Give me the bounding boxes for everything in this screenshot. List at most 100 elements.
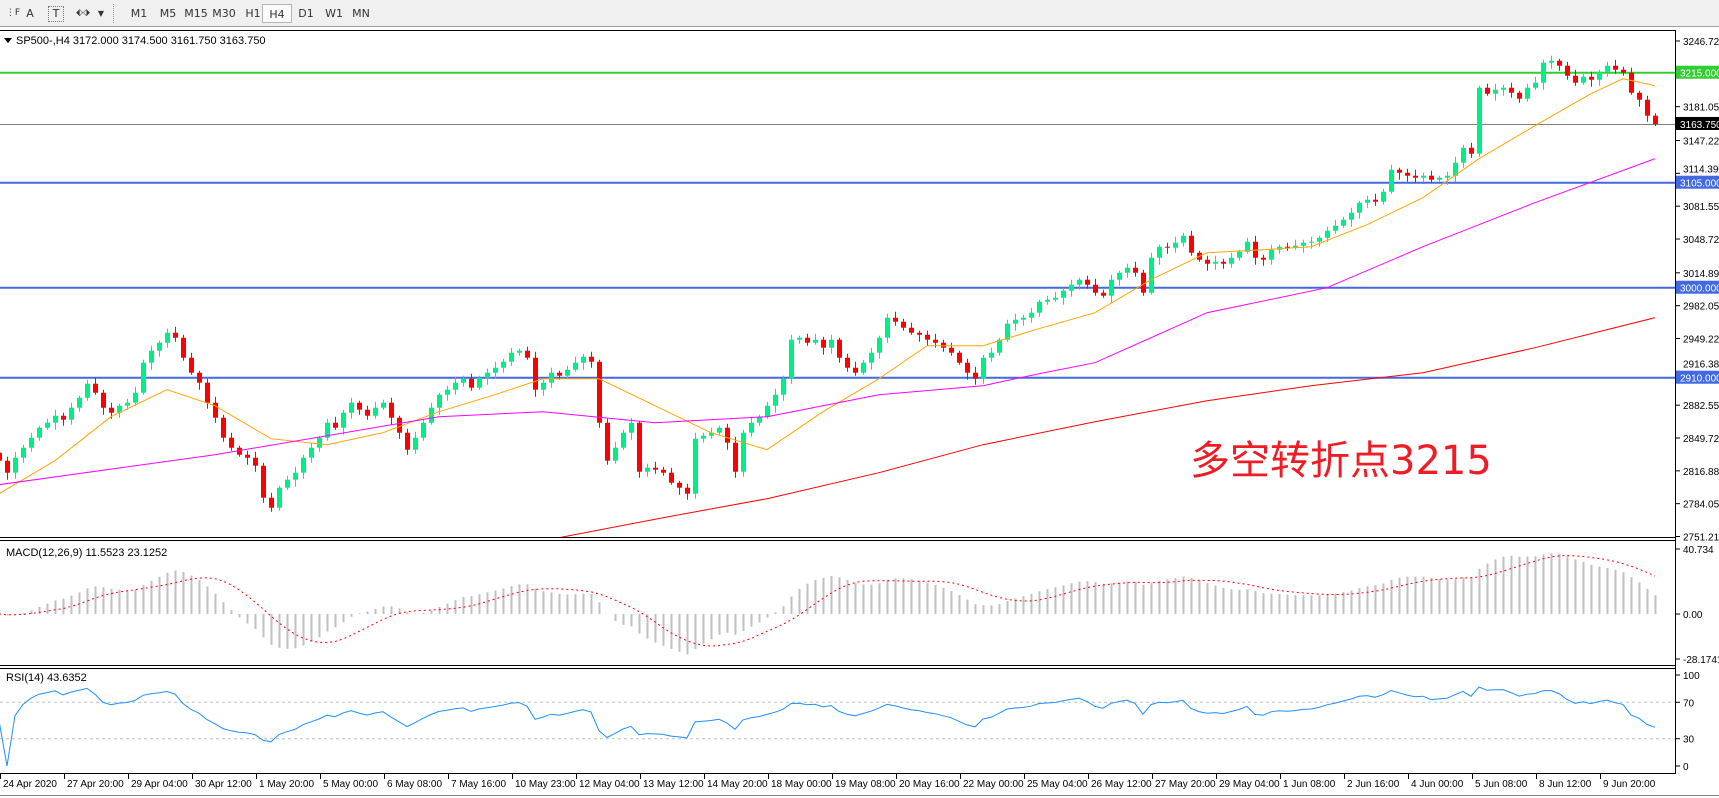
candle <box>1269 244 1274 265</box>
time-axis[interactable]: 24 Apr 2020 27 Apr 20:00 29 Apr 04:00 30 Ap… <box>0 774 1656 790</box>
annotation-text[interactable]: 多空转折点3215 <box>1190 438 1492 484</box>
candle-body <box>965 362 970 373</box>
candle <box>213 396 218 423</box>
candle <box>429 402 434 425</box>
timeframe-mn-button[interactable]: MN <box>352 7 370 20</box>
candle <box>1565 61 1570 80</box>
time-tick-label: 26 May 12:00 <box>1091 779 1152 790</box>
time-tick-label: 12 May 04:00 <box>579 779 640 790</box>
candle <box>629 417 634 440</box>
candle-body <box>557 372 562 376</box>
candle <box>1061 287 1066 305</box>
candle-body <box>1525 87 1530 99</box>
candle-body <box>1237 251 1242 258</box>
candle <box>565 365 570 379</box>
candle <box>5 456 10 480</box>
fast-moving-average-line <box>0 78 1656 494</box>
price-tick-label: 3181.055 <box>1683 103 1719 114</box>
time-tick-label: 5 May 00:00 <box>323 779 378 790</box>
text-tool-icon[interactable]: A <box>26 7 34 20</box>
timeframe-w1-button[interactable]: W1 <box>325 7 343 20</box>
candle-body <box>165 332 170 343</box>
candle <box>541 379 546 396</box>
candle-body <box>469 378 474 388</box>
candle <box>1229 252 1234 268</box>
timeframe-h4-button[interactable]: H4 <box>262 4 292 23</box>
candle-body <box>981 357 986 379</box>
price-tick-label: 2949.220 <box>1683 334 1719 345</box>
candle <box>381 399 386 410</box>
macd-tick-label: 0.00 <box>1683 610 1703 621</box>
candle <box>853 361 858 376</box>
candle <box>549 367 554 388</box>
candle-body <box>1061 290 1066 298</box>
candle <box>1117 270 1122 286</box>
arrows-tool-icon[interactable]: ⬖⬗ <box>76 8 90 18</box>
candle-body <box>741 432 746 472</box>
candle-body <box>1453 162 1458 176</box>
candle <box>245 450 250 465</box>
candle-body <box>485 372 490 378</box>
timeframe-d1-button[interactable]: D1 <box>298 7 314 20</box>
candle <box>101 389 106 415</box>
candle-body <box>141 362 146 393</box>
candle-body <box>101 392 106 408</box>
candle <box>1653 113 1658 126</box>
candle <box>1365 195 1370 208</box>
candle-body <box>1013 319 1018 324</box>
candle-body <box>61 415 66 420</box>
candle-body <box>325 422 330 438</box>
candle <box>117 403 122 418</box>
candle <box>285 475 290 490</box>
candle <box>765 401 770 419</box>
candle <box>1373 193 1378 206</box>
candle <box>789 334 794 384</box>
candle-body <box>133 392 138 403</box>
candle-body <box>1045 299 1050 302</box>
timeframe-m30-button[interactable]: M30 <box>212 7 236 20</box>
timeframe-h1-button[interactable]: H1 <box>245 7 261 20</box>
candle <box>837 337 842 363</box>
candle <box>1325 226 1330 242</box>
candle-body <box>733 442 738 472</box>
timeframe-m5-button[interactable]: M5 <box>159 7 177 20</box>
candle-body <box>1205 259 1210 264</box>
candle-body <box>429 407 434 423</box>
candle <box>53 409 58 430</box>
macd-tick-label: 40.734 <box>1683 545 1714 556</box>
candle-body <box>1309 241 1314 243</box>
text-label-tool-icon[interactable]: T <box>48 6 64 22</box>
timeframe-m15-button[interactable]: M15 <box>184 7 208 20</box>
level-price-label-bg <box>1676 280 1719 294</box>
candle <box>861 359 866 375</box>
chevron-down-icon[interactable]: ▼ <box>97 9 105 18</box>
collapse-triangle-icon[interactable] <box>4 38 12 43</box>
candle <box>493 361 498 379</box>
candle-body <box>349 402 354 413</box>
candle <box>61 412 66 426</box>
price-tick-label: 2982.055 <box>1683 302 1719 313</box>
candle <box>1301 239 1306 253</box>
candle-body <box>845 357 850 368</box>
candle <box>733 436 738 478</box>
candle <box>1045 295 1050 305</box>
candle-body <box>1437 177 1442 180</box>
candle <box>197 370 202 390</box>
candle-body <box>269 497 274 508</box>
candle <box>605 418 610 465</box>
candle-body <box>773 394 778 406</box>
price-axis[interactable]: 3246.725 3181.055 3147.225 3114.390 3081.555… <box>1675 37 1719 773</box>
fibonacci-tool-icon[interactable]: ⋮F <box>5 8 21 18</box>
candle <box>37 425 42 441</box>
candle-body <box>909 327 914 333</box>
timeframe-m1-button[interactable]: M1 <box>130 7 148 20</box>
candle <box>517 348 522 356</box>
candle-body <box>501 361 506 368</box>
candle-body <box>549 372 554 383</box>
candle-body <box>541 382 546 390</box>
candle <box>1165 242 1170 254</box>
candle <box>1613 59 1618 74</box>
candle <box>573 356 578 372</box>
candle <box>645 463 650 477</box>
